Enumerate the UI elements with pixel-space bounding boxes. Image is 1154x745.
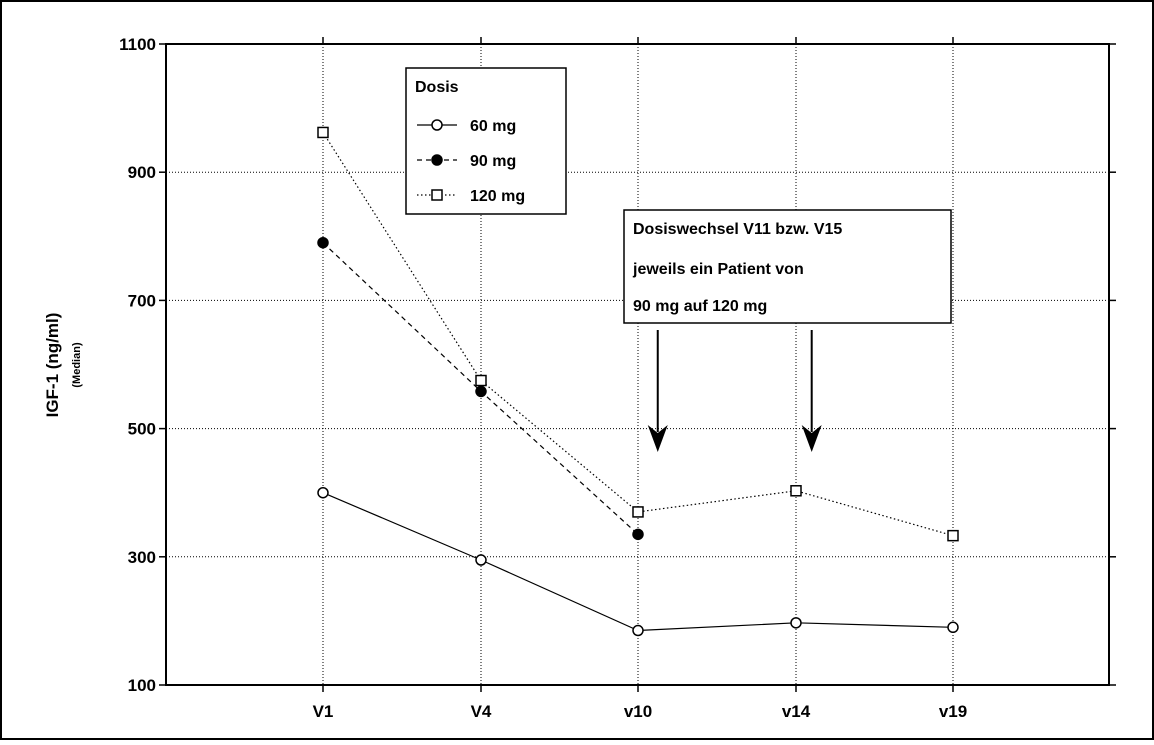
x-tick-label: V4 [471, 702, 492, 721]
data-point [948, 531, 958, 541]
y-tick-label: 700 [128, 291, 156, 310]
data-point [948, 622, 958, 632]
legend-marker [432, 190, 442, 200]
annotation-line-3: 90 mg auf 120 mg [633, 298, 767, 315]
legend-marker [432, 120, 442, 130]
data-point [633, 626, 643, 636]
data-point [318, 238, 328, 248]
legend-label: 90 mg [470, 153, 516, 170]
data-point [318, 488, 328, 498]
x-tick-label: V1 [313, 702, 334, 721]
data-point [476, 386, 486, 396]
x-tick-label: v10 [624, 702, 652, 721]
legend-label: 120 mg [470, 188, 525, 205]
y-tick-label: 900 [128, 163, 156, 182]
y-tick-label: 100 [128, 676, 156, 695]
data-point [476, 376, 486, 386]
annotation-line-1: Dosiswechsel V11 bzw. V15 [633, 221, 842, 238]
data-point [791, 618, 801, 628]
x-tick-label: v19 [939, 702, 967, 721]
data-point [633, 529, 643, 539]
data-point [633, 507, 643, 517]
legend-label: 60 mg [470, 118, 516, 135]
data-point [791, 486, 801, 496]
legend: Dosis 60 mg 90 mg 120 mg [406, 68, 566, 214]
legend-marker [432, 155, 442, 165]
legend-title: Dosis [415, 79, 459, 96]
x-tick-label: v14 [782, 702, 811, 721]
y-tick-label: 1100 [119, 35, 156, 54]
y-tick-label: 300 [128, 548, 156, 567]
y-axis-label: IGF-1 (ng/ml) [43, 313, 62, 418]
annotation-line-2: jeweils ein Patient von [632, 261, 804, 278]
data-point [318, 127, 328, 137]
y-axis-sublabel: (Median) [71, 342, 83, 388]
data-point [476, 555, 486, 565]
y-tick-label: 500 [128, 420, 156, 439]
